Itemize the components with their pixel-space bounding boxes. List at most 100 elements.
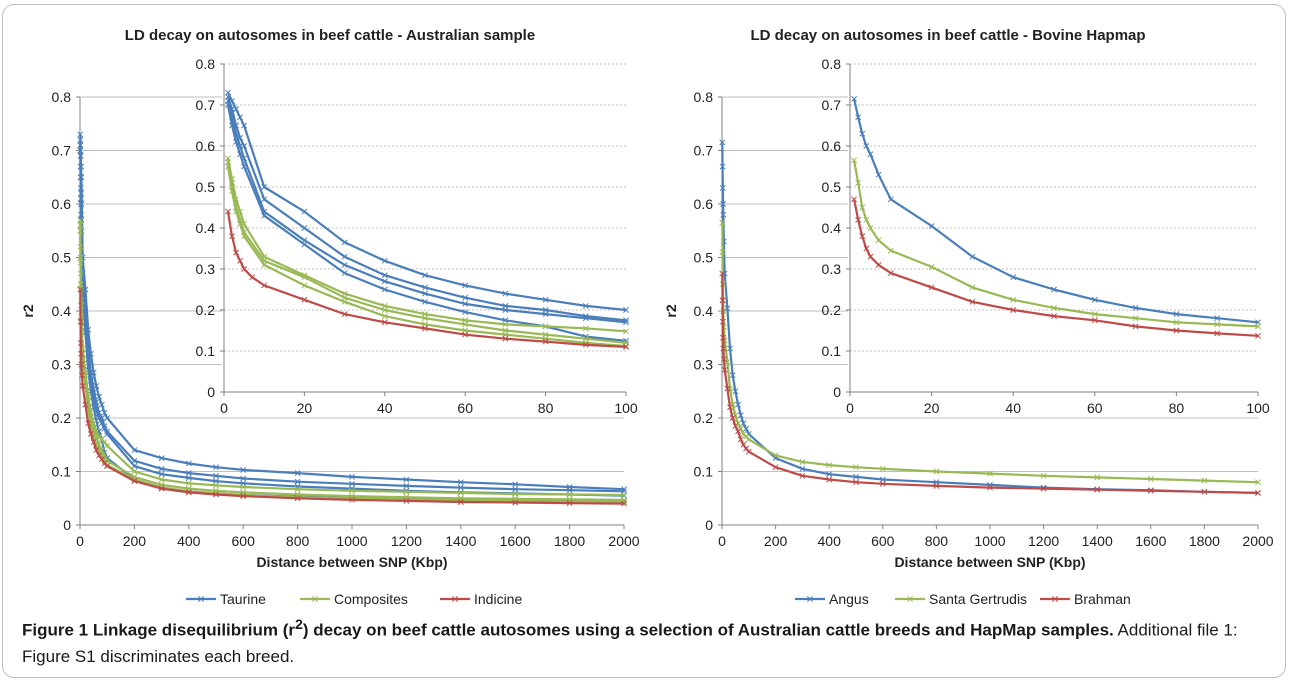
data-point — [740, 420, 747, 427]
x-tick-label: 2000 — [1242, 533, 1273, 549]
data-point — [82, 329, 89, 336]
data-point — [77, 136, 84, 143]
legend-marker — [312, 596, 318, 602]
data-point — [566, 491, 573, 498]
data-point — [933, 482, 940, 489]
data-point — [737, 412, 744, 419]
data-point — [213, 464, 219, 471]
data-point — [78, 361, 85, 368]
y-tick-label: 0.5 — [196, 179, 216, 195]
data-point — [403, 497, 410, 504]
x-tick-label: 200 — [764, 533, 788, 549]
data-point — [621, 500, 627, 507]
x-tick-label: 80 — [538, 400, 554, 416]
data-point — [772, 464, 779, 471]
data-point — [241, 233, 248, 240]
data-point — [403, 488, 410, 495]
data-point — [719, 219, 726, 226]
legend-marker — [452, 596, 458, 602]
x-tick-label: 0 — [718, 533, 726, 549]
data-point — [158, 485, 165, 492]
series-indicine — [225, 208, 629, 350]
x-tick-label: 1600 — [1135, 533, 1166, 549]
data-point — [185, 470, 192, 477]
x-tick-label: 2000 — [608, 533, 639, 549]
series-line — [79, 289, 625, 505]
x-tick-label: 1800 — [1189, 533, 1220, 549]
x-tick-label: 100 — [1246, 400, 1270, 416]
data-point — [720, 201, 727, 207]
data-point — [745, 448, 752, 455]
data-point — [729, 415, 736, 421]
data-point — [422, 298, 428, 305]
data-point — [1255, 489, 1261, 496]
data-point — [719, 184, 726, 191]
data-point — [735, 401, 742, 408]
data-point — [512, 491, 519, 497]
data-point — [213, 478, 219, 485]
data-point — [77, 174, 84, 181]
figure-caption: Figure 1 Linkage disequilibrium (r2) dec… — [22, 612, 1272, 670]
y-tick-label: 0.5 — [52, 250, 72, 266]
data-point — [294, 478, 301, 485]
y-tick-label: 0.6 — [822, 138, 842, 154]
data-point — [341, 298, 348, 305]
data-point — [826, 462, 833, 469]
x-tick-label: 1800 — [554, 533, 585, 549]
x-axis-label: Distance between SNP (Kbp) — [894, 554, 1085, 570]
data-point — [735, 428, 742, 435]
caption-bold-rest: ) decay on beef cattle autosomes using a… — [302, 620, 1114, 640]
y-tick-label: 0.8 — [196, 56, 216, 72]
data-point — [462, 294, 469, 301]
data-point — [1094, 486, 1101, 493]
data-point — [96, 393, 102, 400]
data-point — [261, 282, 268, 289]
data-point — [987, 484, 993, 491]
chart-1: LD decay on autosomes in beef cattle - A… — [20, 27, 640, 607]
data-point — [887, 247, 894, 254]
data-point — [403, 476, 410, 483]
data-point — [341, 253, 348, 260]
data-point — [79, 382, 86, 389]
data-point — [213, 491, 219, 498]
series-line — [226, 211, 627, 348]
y-tick-label: 0.1 — [694, 464, 714, 480]
data-point — [457, 479, 464, 486]
data-point — [859, 204, 866, 211]
data-point — [381, 278, 388, 285]
data-point — [98, 420, 105, 427]
data-point — [582, 315, 589, 322]
data-point — [719, 318, 726, 325]
data-point — [1214, 315, 1221, 322]
data-point — [422, 284, 428, 291]
data-point — [104, 431, 111, 438]
series-composites — [225, 159, 629, 346]
data-point — [457, 484, 464, 491]
data-point — [98, 401, 105, 408]
data-point — [512, 481, 519, 488]
y-tick-label: 0.6 — [196, 138, 216, 154]
data-point — [301, 274, 308, 281]
data-point — [502, 321, 509, 328]
data-point — [101, 425, 108, 432]
y-tick-label: 0.7 — [822, 97, 842, 113]
data-point — [131, 447, 138, 454]
data-point — [241, 122, 248, 129]
x-tick-label: 1200 — [1028, 533, 1059, 549]
data-point — [719, 249, 726, 256]
data-point — [240, 466, 247, 473]
data-point — [1173, 311, 1180, 318]
x-tick-label: 1200 — [391, 533, 422, 549]
data-point — [566, 500, 573, 507]
data-point — [719, 297, 726, 304]
data-point — [732, 388, 739, 395]
data-point — [799, 465, 806, 472]
data-point — [772, 452, 779, 459]
data-point — [261, 212, 268, 219]
data-point — [875, 237, 882, 244]
figure-charts: LD decay on autosomes in beef cattle - A… — [20, 27, 1274, 607]
data-point — [104, 442, 111, 449]
data-point — [502, 335, 509, 342]
series-santa-gertrudis — [851, 157, 1261, 330]
data-point — [241, 266, 248, 272]
